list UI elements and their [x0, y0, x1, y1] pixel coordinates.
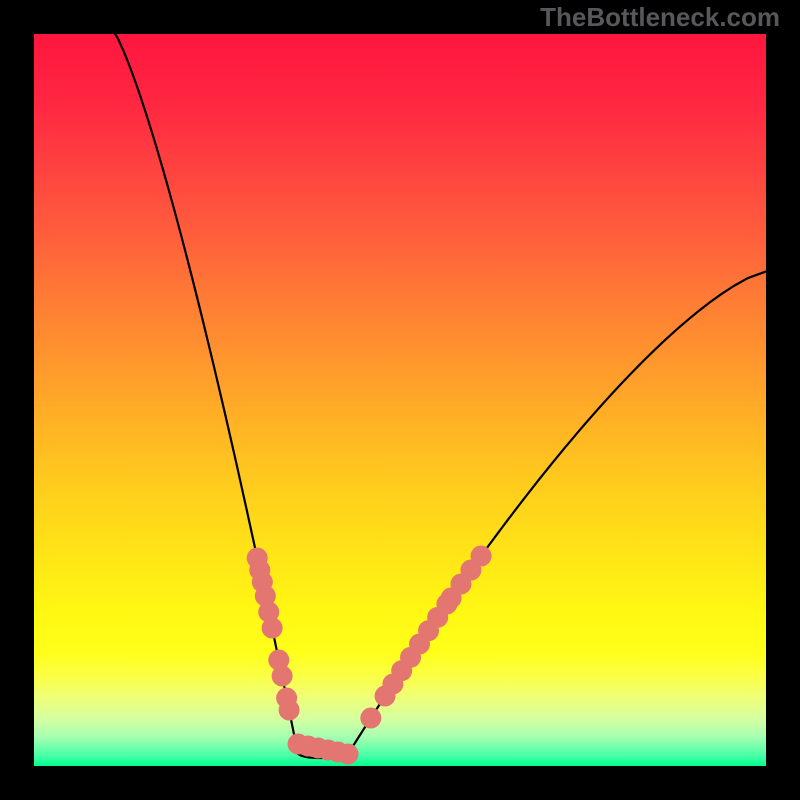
watermark-text: TheBottleneck.com	[540, 2, 780, 33]
gradient-background	[34, 34, 766, 766]
chart-root: TheBottleneck.com	[0, 0, 800, 800]
